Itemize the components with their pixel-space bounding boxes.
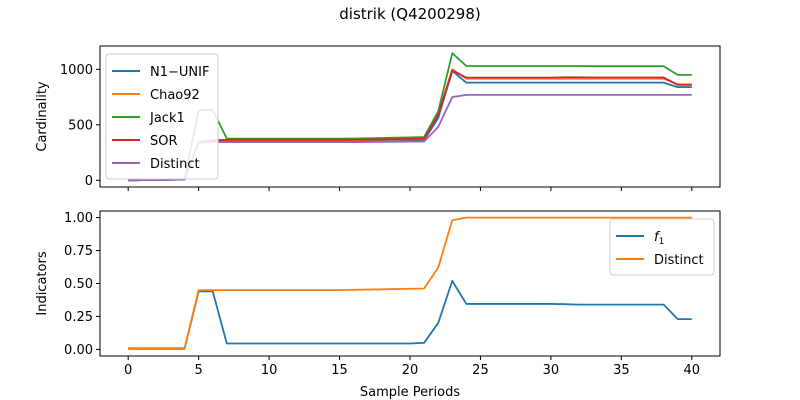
series-line-4 (128, 93, 692, 182)
legend-label: SOR (150, 134, 178, 149)
x-tick-label: 5 (194, 363, 202, 378)
legend-label: Distinct (654, 253, 704, 268)
x-tick-label: 25 (472, 363, 489, 378)
legend: N1−UNIF Chao92 Jack1 SOR Distinct (105, 53, 219, 180)
series-line-2 (128, 52, 692, 182)
x-tick-label: 10 (261, 363, 278, 378)
series-line-1 (128, 216, 692, 349)
legend-label: Distinct (150, 157, 200, 172)
x-tick-label: 40 (684, 363, 701, 378)
y-tick-label: 1.00 (64, 211, 93, 226)
x-tick-label: 30 (543, 363, 560, 378)
legend-label: N1−UNIF (150, 65, 209, 80)
cardinality-panel: 0 500 1000 Cardinality N1−UNIF Chao92 Jack1 SOR… (35, 45, 721, 191)
y-tick-label: 0 (85, 174, 93, 189)
legend-box (105, 53, 219, 180)
y-axis-label: Indicators (35, 251, 50, 315)
x-tick-label: 0 (124, 363, 132, 378)
y-axis-label: Cardinality (35, 81, 50, 152)
x-axis-label: Sample Periods (360, 385, 460, 400)
legend: f1 Distinct (609, 218, 715, 276)
y-tick-label: 0.25 (64, 310, 93, 325)
indicators-panel: 0 5 10 15 20 25 30 35 40 0.00 0.25 0.50 0.75 1.00 Indi… (35, 210, 721, 400)
figure-title: distrik (Q4200298) (339, 5, 481, 23)
y-tick-label: 0.00 (64, 343, 93, 358)
x-tick-label: 20 (402, 363, 419, 378)
series-line-3 (128, 69, 692, 182)
x-tick-label: 15 (331, 363, 348, 378)
y-tick-label: 0.75 (64, 244, 93, 259)
legend-label: Chao92 (150, 88, 200, 103)
y-tick-label: 0.50 (64, 277, 93, 292)
series-line-0 (128, 279, 692, 350)
y-tick-label: 1000 (60, 63, 93, 78)
legend-box (609, 218, 715, 276)
y-tick-label: 500 (68, 118, 93, 133)
x-tick-label: 35 (613, 363, 630, 378)
legend-label: Jack1 (149, 111, 185, 126)
legend-label: f1 (654, 230, 664, 247)
